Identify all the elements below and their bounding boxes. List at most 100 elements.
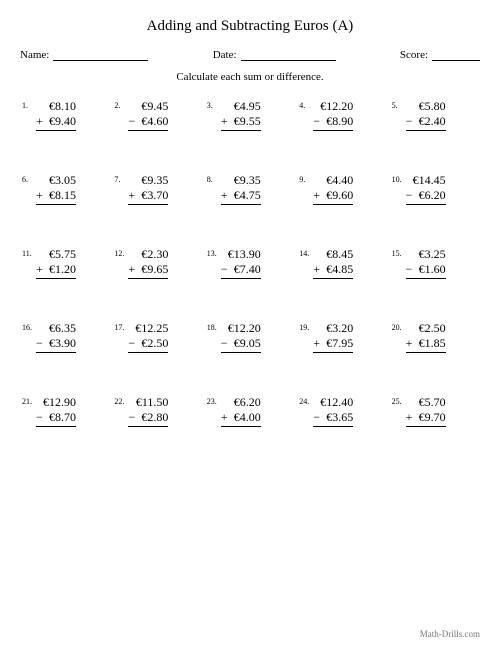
problem: 7.€9.35+ €3.70: [114, 173, 200, 205]
operand-bottom-value: €9.55: [231, 114, 261, 128]
score-blank[interactable]: [432, 50, 480, 61]
operator: +: [406, 336, 416, 351]
problem-number: 25.: [392, 395, 406, 406]
operator: −: [313, 114, 323, 129]
problem-stack: €2.50+ €1.85: [406, 321, 446, 353]
problem: 8.€9.35+ €4.75: [207, 173, 293, 205]
operand-bottom-value: €2.40: [416, 114, 446, 128]
operand-bottom: + €9.70: [406, 410, 446, 427]
date-blank[interactable]: [241, 50, 336, 61]
problem-stack: €8.45+ €4.85: [313, 247, 353, 279]
problem-number: 8.: [207, 173, 221, 184]
operand-top: €4.40: [313, 173, 353, 188]
operand-top: €14.45: [406, 173, 446, 188]
problem-number: 23.: [207, 395, 221, 406]
problem-number: 6.: [22, 173, 36, 184]
operand-top: €3.25: [406, 247, 446, 262]
operand-bottom-value: €4.60: [138, 114, 168, 128]
operator: +: [221, 188, 231, 203]
problem-number: 15.: [392, 247, 406, 258]
operator: −: [406, 262, 416, 277]
problem-stack: €12.40− €3.65: [313, 395, 353, 427]
operand-bottom: + €4.00: [221, 410, 261, 427]
name-blank[interactable]: [53, 50, 148, 61]
problem-stack: €5.70+ €9.70: [406, 395, 446, 427]
problem-stack: €12.25− €2.50: [128, 321, 168, 353]
problem-number: 11.: [22, 247, 36, 258]
operand-bottom: + €8.15: [36, 188, 76, 205]
problem-stack: €2.30+ €9.65: [128, 247, 168, 279]
operand-top: €11.50: [128, 395, 168, 410]
problem: 22.€11.50− €2.80: [114, 395, 200, 427]
problem: 11.€5.75+ €1.20: [22, 247, 108, 279]
date-label: Date:: [213, 49, 237, 61]
problem-stack: €6.35− €3.90: [36, 321, 76, 353]
problem: 12.€2.30+ €9.65: [114, 247, 200, 279]
operand-top: €13.90: [221, 247, 261, 262]
problem-stack: €4.40+ €9.60: [313, 173, 353, 205]
operator: +: [221, 114, 231, 129]
problem-number: 12.: [114, 247, 128, 258]
operand-bottom: − €6.20: [406, 188, 446, 205]
problem: 4.€12.20− €8.90: [299, 99, 385, 131]
operand-bottom: + €9.65: [128, 262, 168, 279]
operand-bottom: + €9.40: [36, 114, 76, 131]
operator: +: [36, 188, 46, 203]
problem: 21.€12.90− €8.70: [22, 395, 108, 427]
page-title: Adding and Subtracting Euros (A): [20, 18, 480, 35]
problem-stack: €12.20− €9.05: [221, 321, 261, 353]
operand-top: €9.45: [128, 99, 168, 114]
operand-top: €9.35: [128, 173, 168, 188]
operand-bottom-value: €8.70: [46, 410, 76, 424]
operand-top: €3.05: [36, 173, 76, 188]
problem-stack: €9.35+ €4.75: [221, 173, 261, 205]
header-row: Name: Date: Score:: [20, 49, 480, 61]
operator: −: [406, 188, 416, 203]
operand-bottom: − €3.90: [36, 336, 76, 353]
name-label: Name:: [20, 49, 49, 61]
operand-bottom: + €9.60: [313, 188, 353, 205]
operand-top: €8.10: [36, 99, 76, 114]
instruction: Calculate each sum or difference.: [20, 71, 480, 83]
operand-bottom-value: €4.00: [231, 410, 261, 424]
problem-number: 4.: [299, 99, 313, 110]
operand-top: €9.35: [221, 173, 261, 188]
operator: +: [221, 410, 231, 425]
operand-bottom: − €2.50: [128, 336, 168, 353]
problem: 5.€5.80− €2.40: [392, 99, 478, 131]
problem-stack: €6.20+ €4.00: [221, 395, 261, 427]
operator: +: [128, 188, 138, 203]
operand-bottom-value: €3.70: [138, 188, 168, 202]
operand-bottom: − €7.40: [221, 262, 261, 279]
problem-stack: €11.50− €2.80: [128, 395, 168, 427]
problem-stack: €9.35+ €3.70: [128, 173, 168, 205]
problem: 17.€12.25− €2.50: [114, 321, 200, 353]
problem-number: 3.: [207, 99, 221, 110]
operand-top: €5.75: [36, 247, 76, 262]
operand-top: €5.80: [406, 99, 446, 114]
operand-top: €6.20: [221, 395, 261, 410]
operator: −: [128, 410, 138, 425]
operand-bottom: − €9.05: [221, 336, 261, 353]
score-field: Score:: [400, 49, 480, 61]
problem-stack: €13.90− €7.40: [221, 247, 261, 279]
problem-number: 9.: [299, 173, 313, 184]
problem-stack: €14.45− €6.20: [406, 173, 446, 205]
problem: 20.€2.50+ €1.85: [392, 321, 478, 353]
operator: +: [36, 114, 46, 129]
operator: +: [128, 262, 138, 277]
operand-top: €8.45: [313, 247, 353, 262]
operand-bottom-value: €4.85: [323, 262, 353, 276]
problem: 18.€12.20− €9.05: [207, 321, 293, 353]
problem-number: 13.: [207, 247, 221, 258]
problem: 15.€3.25− €1.60: [392, 247, 478, 279]
operand-top: €2.50: [406, 321, 446, 336]
problem-stack: €3.20+ €7.95: [313, 321, 353, 353]
operand-top: €12.20: [313, 99, 353, 114]
operand-bottom-value: €1.85: [416, 336, 446, 350]
problem-number: 18.: [207, 321, 221, 332]
problem: 10.€14.45− €6.20: [392, 173, 478, 205]
operand-top: €6.35: [36, 321, 76, 336]
operand-bottom: + €4.75: [221, 188, 261, 205]
operand-bottom-value: €1.20: [46, 262, 76, 276]
